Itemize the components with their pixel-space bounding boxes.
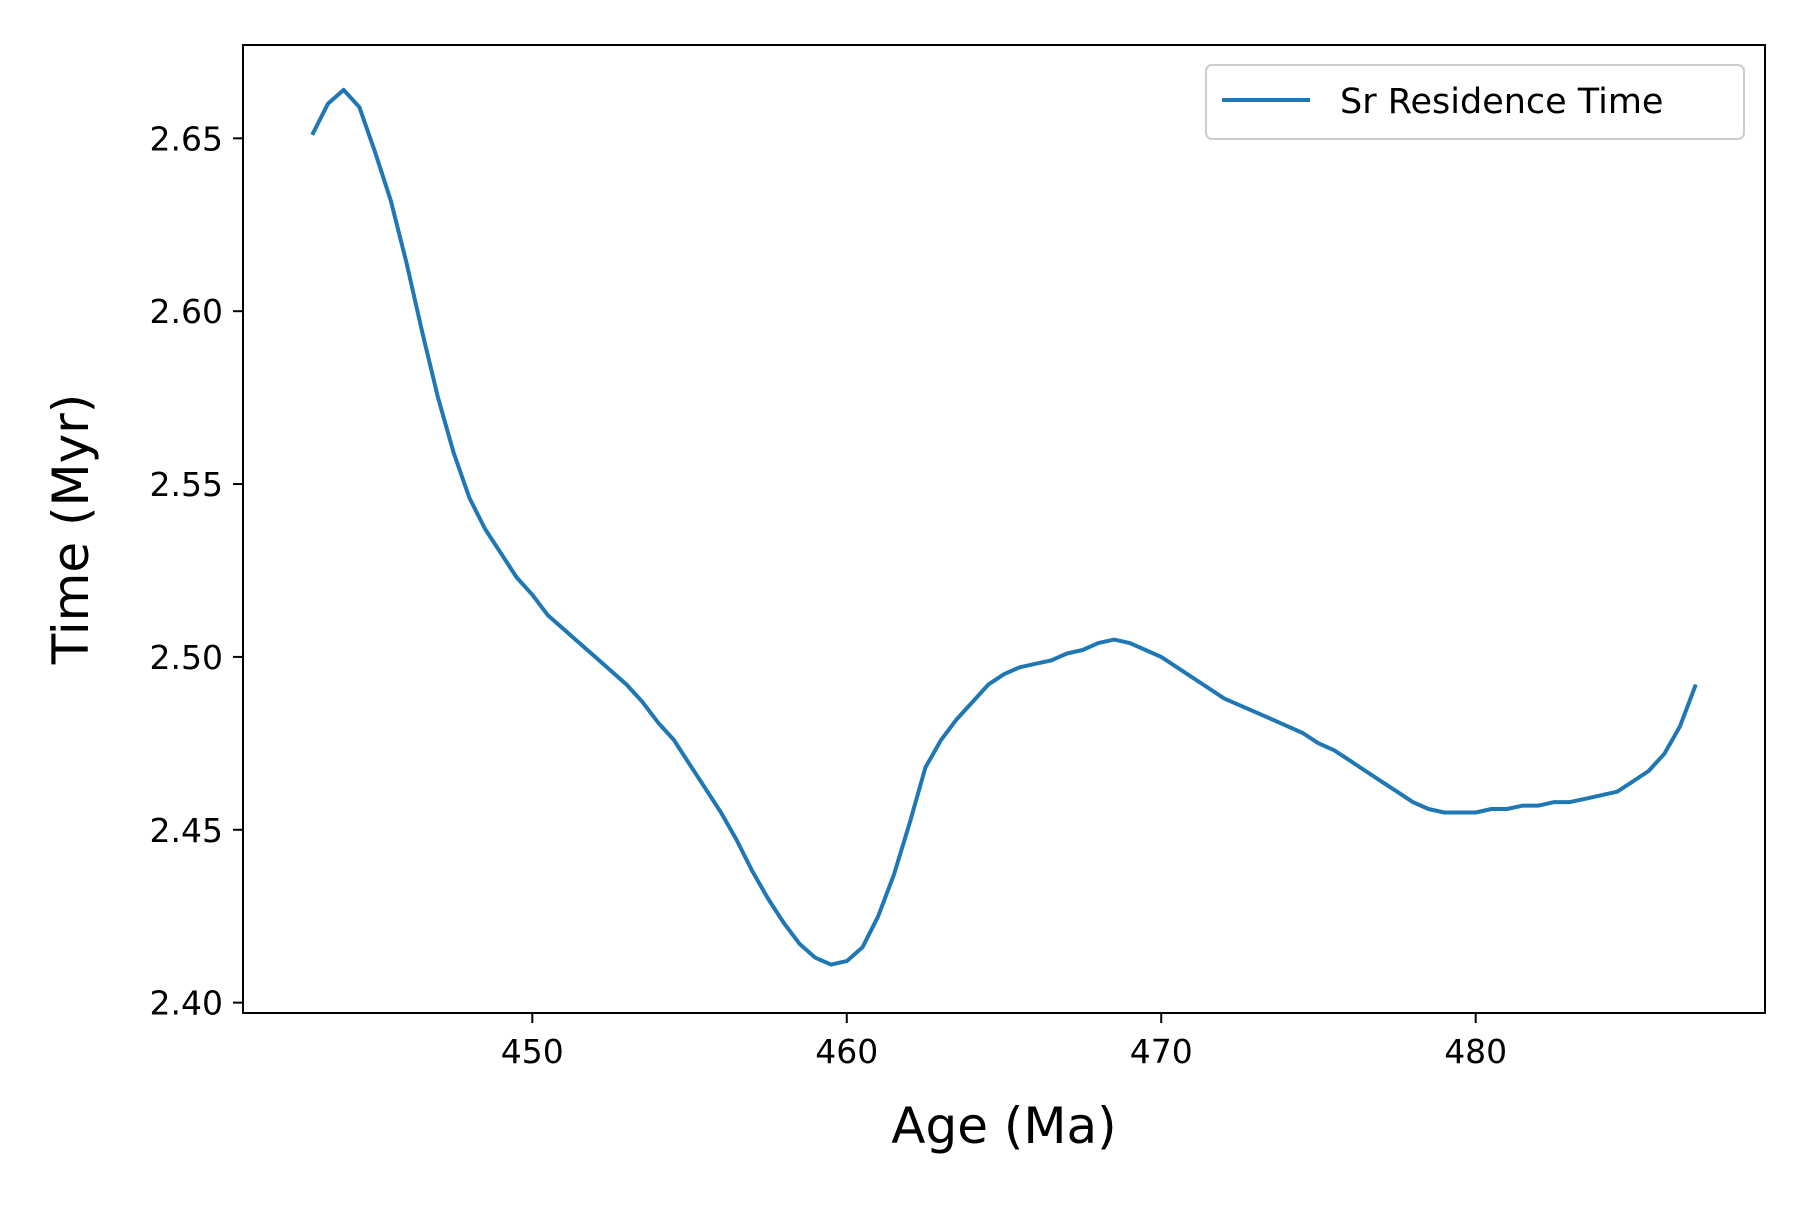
series-line-sr-residence-time (310, 87, 1698, 967)
x-tick-label: 480 (1444, 1032, 1507, 1071)
legend: Sr Residence Time (1205, 64, 1745, 140)
y-tick-label: 2.65 (150, 119, 223, 158)
y-axis: 2.40 2.45 2.50 2.55 2.60 2.65 (150, 119, 243, 1023)
y-tick-label: 2.50 (150, 638, 223, 677)
legend-entry-label: Sr Residence Time (1340, 82, 1663, 122)
x-tick-label: 470 (1130, 1032, 1193, 1071)
y-axis-label: Time (Myr) (42, 394, 100, 666)
x-axis: 450 460 470 480 (501, 1013, 1507, 1071)
y-tick-label: 2.55 (150, 465, 223, 504)
series-layer (310, 87, 1698, 967)
x-tick-label: 460 (815, 1032, 878, 1071)
y-tick-label: 2.45 (150, 811, 223, 850)
y-tick-label: 2.60 (150, 292, 223, 331)
legend-box (1205, 64, 1745, 140)
plot-frame (242, 44, 1766, 1014)
y-tick-label: 2.40 (150, 984, 223, 1023)
x-axis-label: Age (Ma) (891, 1097, 1116, 1155)
x-tick-label: 450 (501, 1032, 564, 1071)
